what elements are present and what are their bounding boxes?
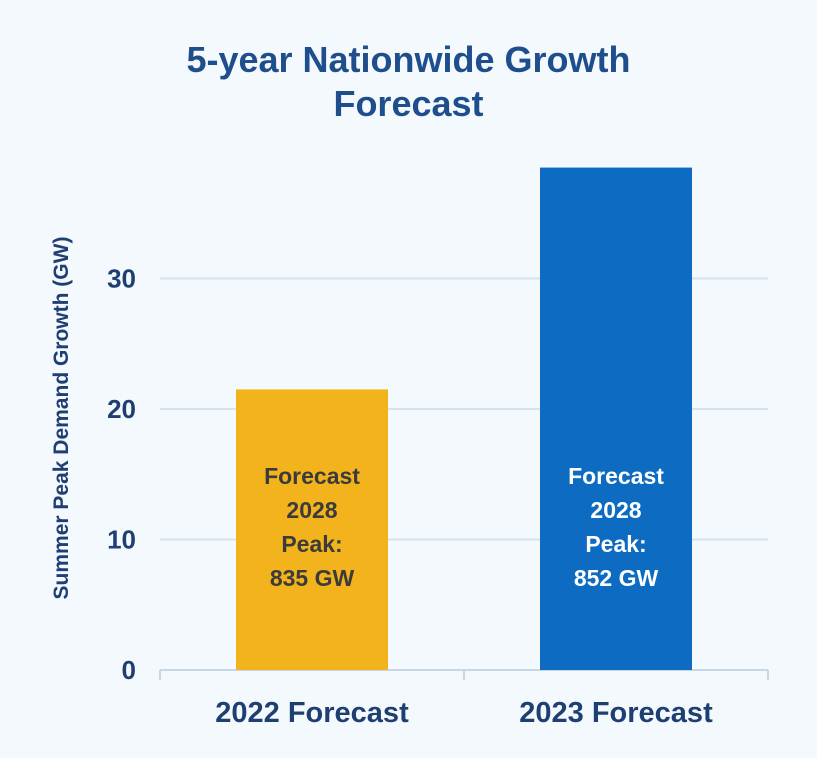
bar-data-label: 2028 xyxy=(286,497,337,523)
bar-data-label: 835 GW xyxy=(270,565,355,591)
bar-data-label: Peak: xyxy=(585,531,646,557)
bar-1 xyxy=(236,389,388,670)
chart-title-line-1: 5-year Nationwide Growth xyxy=(186,39,631,80)
chart-title: 5-year Nationwide Growth Forecast xyxy=(0,38,817,126)
y-axis-title: Summer Peak Demand Growth (GW) xyxy=(50,237,73,600)
chart-title-line-2: Forecast xyxy=(333,83,484,124)
bar-data-label: Peak: xyxy=(281,531,342,557)
x-category-label: 2023 Forecast xyxy=(519,697,713,729)
y-tick-label: 10 xyxy=(107,525,136,555)
bar-data-label: Forecast xyxy=(264,463,360,489)
bars xyxy=(236,167,692,670)
labels: 0 10 20 30 2022 Forecast Forecast 2028 Peak: 835… xyxy=(107,264,713,730)
y-tick-label: 0 xyxy=(122,655,136,685)
bar-2 xyxy=(540,167,692,670)
bar-data-label: 852 GW xyxy=(574,565,659,591)
bar-data-label: 2028 xyxy=(590,497,641,523)
bar-data-label: Forecast xyxy=(568,463,664,489)
axes xyxy=(159,669,769,680)
y-tick-label: 30 xyxy=(107,264,136,294)
y-tick-label: 20 xyxy=(107,394,136,424)
x-category-label: 2022 Forecast xyxy=(215,697,409,729)
